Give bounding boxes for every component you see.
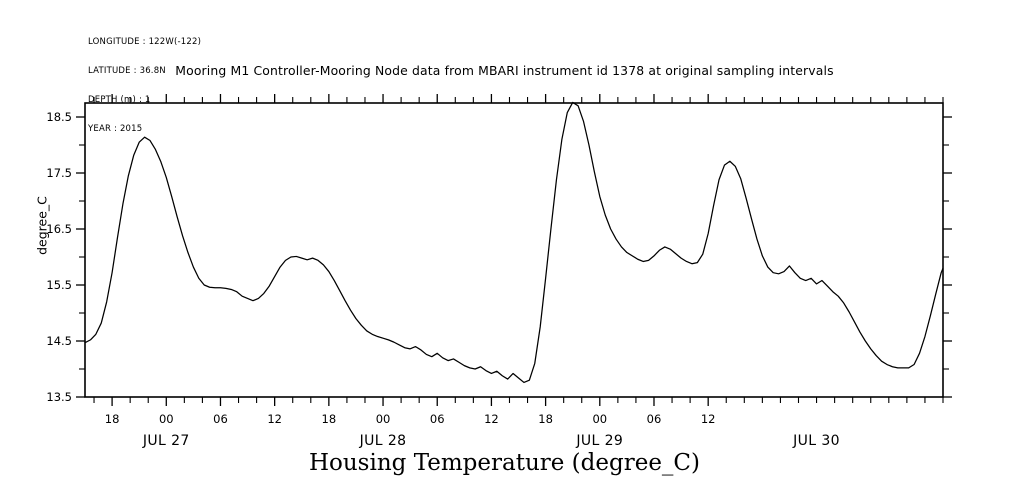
metadata-latitude: LATITUDE : 36.8N [88,65,166,76]
y-tick-label: 15.5 [46,278,72,292]
x-day-label: JUL 28 [359,433,407,449]
y-tick-label: 14.5 [46,334,72,348]
y-axis-title: degree_C [34,196,50,255]
y-tick-label: 17.5 [46,166,72,180]
x-axis-ticks [93,94,944,406]
metadata-depth: DEPTH (m) : 1 [88,94,151,105]
x-tick-label: 12 [484,412,499,426]
data-series-line [84,101,944,384]
x-day-label: JUL 29 [575,433,623,449]
y-tick-label: 18.5 [46,110,72,124]
chart-title: Mooring M1 Controller-Mooring Node data … [175,63,834,78]
metadata-year: YEAR : 2015 [88,123,143,134]
metadata-longitude: LONGITUDE : 122W(-122) [88,37,202,48]
x-day-label: JUL 30 [792,433,840,449]
x-day-label: JUL 27 [142,433,190,449]
x-axis-day-labels: JUL 27 JUL 28 JUL 29 JUL 30 [142,433,840,449]
x-tick-label: 12 [701,412,716,426]
y-axis-tick-labels: 13.5 14.5 15.5 16.5 17.5 18.5 [46,110,72,404]
x-tick-label: 06 [213,412,228,426]
x-tick-label: 06 [647,412,662,426]
y-tick-label: 16.5 [46,222,72,236]
metadata-block: LONGITUDE : 122W(-122) LATITUDE : 36.8N … [88,19,201,153]
y-tick-label: 13.5 [46,390,72,404]
x-tick-label: 18 [105,412,120,426]
x-tick-label: 06 [430,412,445,426]
x-tick-label: 12 [267,412,282,426]
x-axis-tick-labels: 18 00 06 12 18 00 06 12 18 00 06 12 [105,412,716,426]
x-tick-label: 00 [376,412,391,426]
x-tick-label: 18 [538,412,553,426]
x-tick-label: 00 [159,412,174,426]
y-axis-ticks [76,116,952,398]
x-axis-title: Housing Temperature (degree_C) [308,450,701,476]
plot-frame [84,102,944,398]
x-tick-label: 00 [592,412,607,426]
x-tick-label: 18 [322,412,337,426]
